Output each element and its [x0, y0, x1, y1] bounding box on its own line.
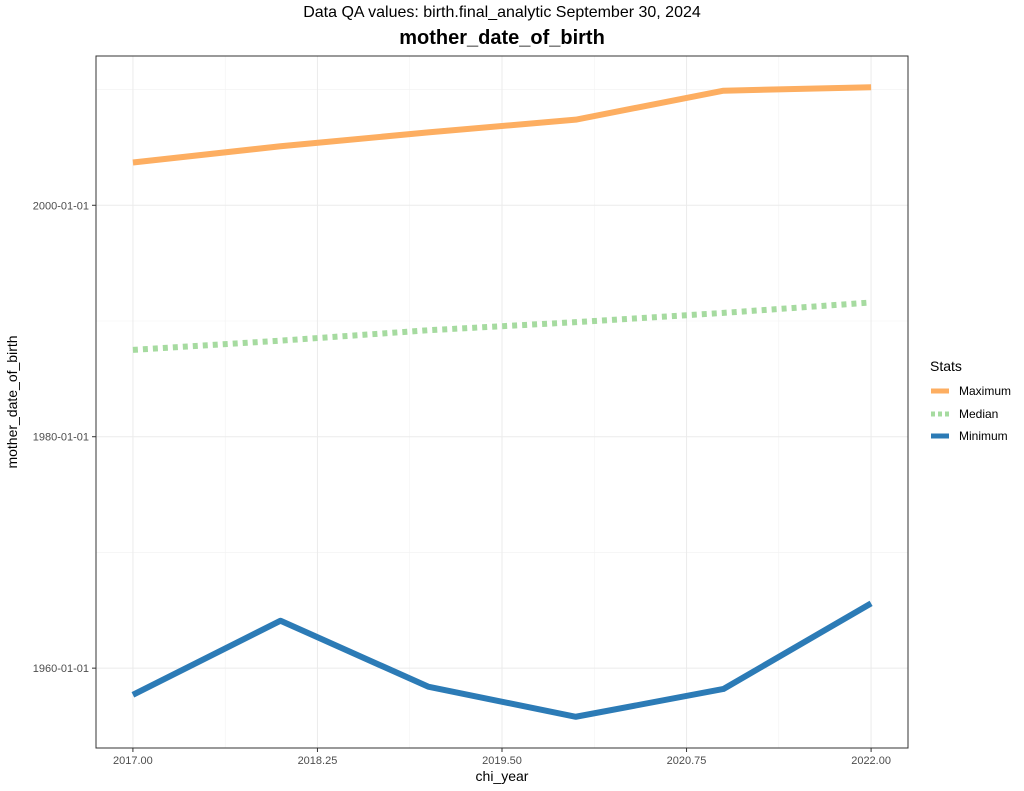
- legend-item-minimum: Minimum: [930, 425, 1011, 448]
- x-tick-label: 2019.50: [482, 755, 522, 767]
- x-tick-label: 2017.00: [113, 755, 153, 767]
- legend-item-median: Median: [930, 403, 1011, 426]
- x-tick-label: 2020.75: [667, 755, 707, 767]
- y-axis: 1960-01-01 1980-01-01 2000-01-01: [33, 200, 96, 675]
- x-tick-label: 2018.25: [298, 755, 338, 767]
- x-tick-label: 2022.00: [851, 755, 891, 767]
- y-tick-label: 1980-01-01: [33, 432, 89, 444]
- chart-subtitle: Data QA values: birth.final_analytic Sep…: [303, 4, 701, 21]
- legend-label-minimum: Minimum: [959, 429, 1008, 444]
- legend: Stats Maximum Median Minimum: [930, 358, 1011, 448]
- legend-item-maximum: Maximum: [930, 380, 1011, 403]
- y-tick-label: 1960-01-01: [33, 663, 89, 675]
- chart-title: mother_date_of_birth: [399, 27, 605, 49]
- legend-key-minimum: [930, 431, 950, 441]
- legend-title: Stats: [930, 358, 962, 374]
- series-line-minimum: [131, 600, 873, 720]
- series-line-median: [132, 299, 872, 353]
- y-axis-label: mother_date_of_birth: [4, 335, 20, 468]
- series-line-maximum: [132, 84, 872, 166]
- series-lines: [131, 84, 873, 720]
- legend-label-maximum: Maximum: [959, 384, 1012, 399]
- legend-items: Maximum Median Minimum: [930, 380, 1011, 448]
- x-axis-label: chi_year: [476, 768, 529, 784]
- major-gridlines: [96, 56, 908, 748]
- legend-key-maximum: [930, 386, 950, 396]
- legend-label-median: Median: [959, 406, 999, 421]
- y-tick-label: 2000-01-01: [33, 200, 89, 212]
- legend-key-median: [930, 409, 950, 419]
- x-axis: 2017.00 2018.25 2019.50 2020.75 2022.00: [113, 748, 891, 767]
